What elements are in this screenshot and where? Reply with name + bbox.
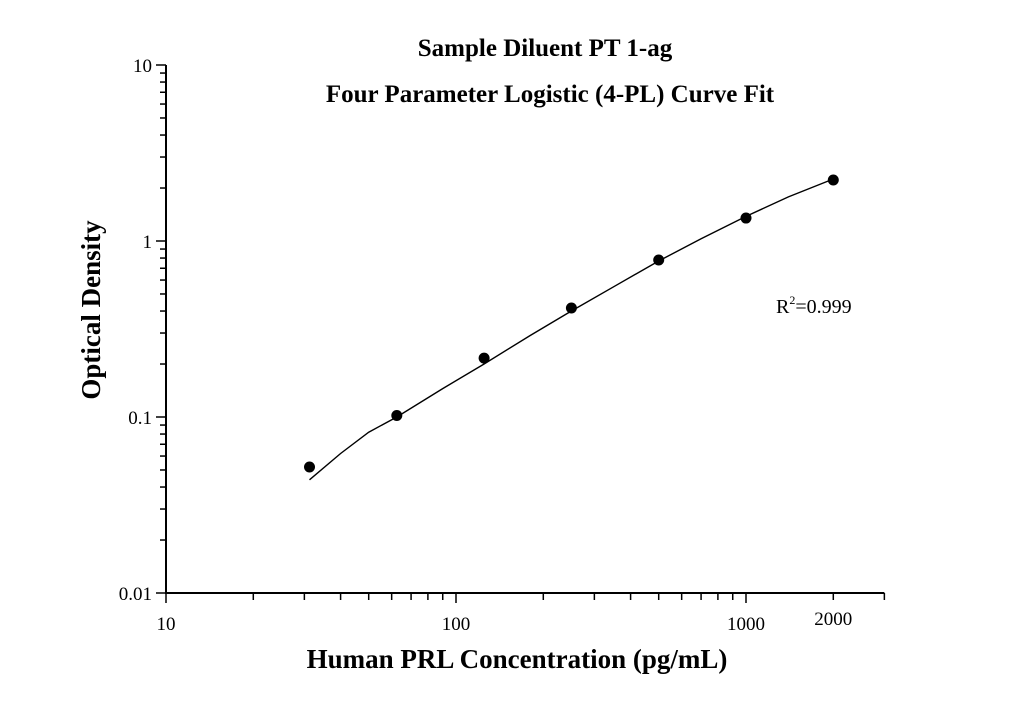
y-tick-label: 10 [133, 56, 152, 77]
data-point [304, 461, 316, 473]
data-points [304, 174, 839, 473]
data-point [653, 254, 665, 266]
data-point [827, 174, 839, 186]
data-point [565, 302, 577, 314]
fit-curve [309, 178, 834, 481]
y-tick-label: 1 [143, 232, 153, 253]
r-squared-annotation: R2=0.999 [776, 293, 852, 318]
y-tick-label: 0.01 [119, 584, 152, 605]
data-point [478, 352, 490, 364]
x-tick-label: 100 [442, 614, 471, 635]
x-tick-label: 2000 [814, 609, 852, 630]
y-axis-label: Optical Density [76, 220, 106, 400]
axes [156, 64, 886, 603]
data-point [391, 409, 403, 421]
chart-subtitle: Four Parameter Logistic (4-PL) Curve Fit [326, 81, 775, 108]
y-tick-label: 0.1 [128, 408, 152, 429]
x-tick-label: 1000 [727, 614, 765, 635]
x-axis-label: Human PRL Concentration (pg/mL) [307, 644, 728, 674]
data-point [740, 212, 752, 224]
x-tick-label: 10 [157, 614, 176, 635]
chart-title: Sample Diluent PT 1-ag [418, 35, 673, 62]
tick-labels: 10 100 1000 2000 0.01 0.1 1 10 [119, 56, 853, 635]
